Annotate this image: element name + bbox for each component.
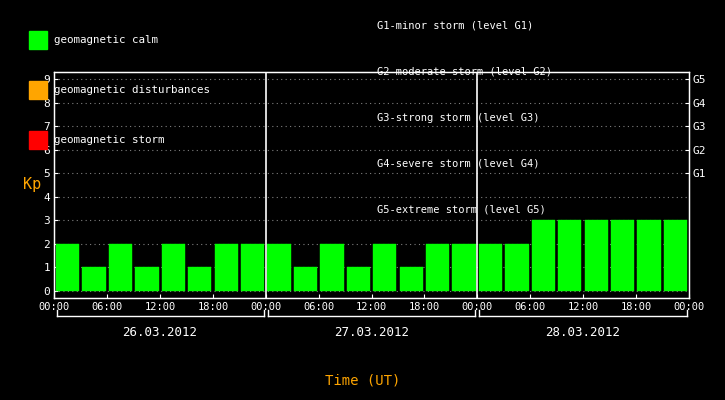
Text: 26.03.2012: 26.03.2012 — [123, 326, 198, 338]
Bar — [611, 220, 634, 291]
Bar — [479, 244, 502, 291]
Bar — [373, 244, 397, 291]
Bar — [241, 244, 264, 291]
Text: G2-moderate storm (level G2): G2-moderate storm (level G2) — [377, 67, 552, 77]
Bar — [531, 220, 555, 291]
Text: G4-severe storm (level G4): G4-severe storm (level G4) — [377, 159, 539, 169]
Bar — [452, 244, 476, 291]
Bar — [188, 267, 212, 291]
Bar — [664, 220, 687, 291]
Text: geomagnetic calm: geomagnetic calm — [54, 35, 158, 45]
Bar — [268, 244, 291, 291]
Bar — [56, 244, 79, 291]
Text: 28.03.2012: 28.03.2012 — [545, 326, 621, 338]
Bar — [347, 267, 370, 291]
Bar — [294, 267, 317, 291]
Text: G3-strong storm (level G3): G3-strong storm (level G3) — [377, 113, 539, 123]
Bar — [399, 267, 423, 291]
Text: G1-minor storm (level G1): G1-minor storm (level G1) — [377, 21, 534, 31]
Text: Time (UT): Time (UT) — [325, 373, 400, 387]
Bar — [136, 267, 159, 291]
Bar — [109, 244, 132, 291]
Bar — [558, 220, 581, 291]
Bar — [584, 220, 608, 291]
Text: 27.03.2012: 27.03.2012 — [334, 326, 409, 338]
Bar — [637, 220, 660, 291]
Bar — [426, 244, 450, 291]
Text: geomagnetic disturbances: geomagnetic disturbances — [54, 85, 210, 95]
Bar — [83, 267, 106, 291]
Bar — [320, 244, 344, 291]
Bar — [505, 244, 529, 291]
Bar — [215, 244, 238, 291]
Bar — [162, 244, 185, 291]
Y-axis label: Kp: Kp — [23, 178, 41, 192]
Text: G5-extreme storm (level G5): G5-extreme storm (level G5) — [377, 205, 546, 215]
Text: geomagnetic storm: geomagnetic storm — [54, 135, 165, 145]
